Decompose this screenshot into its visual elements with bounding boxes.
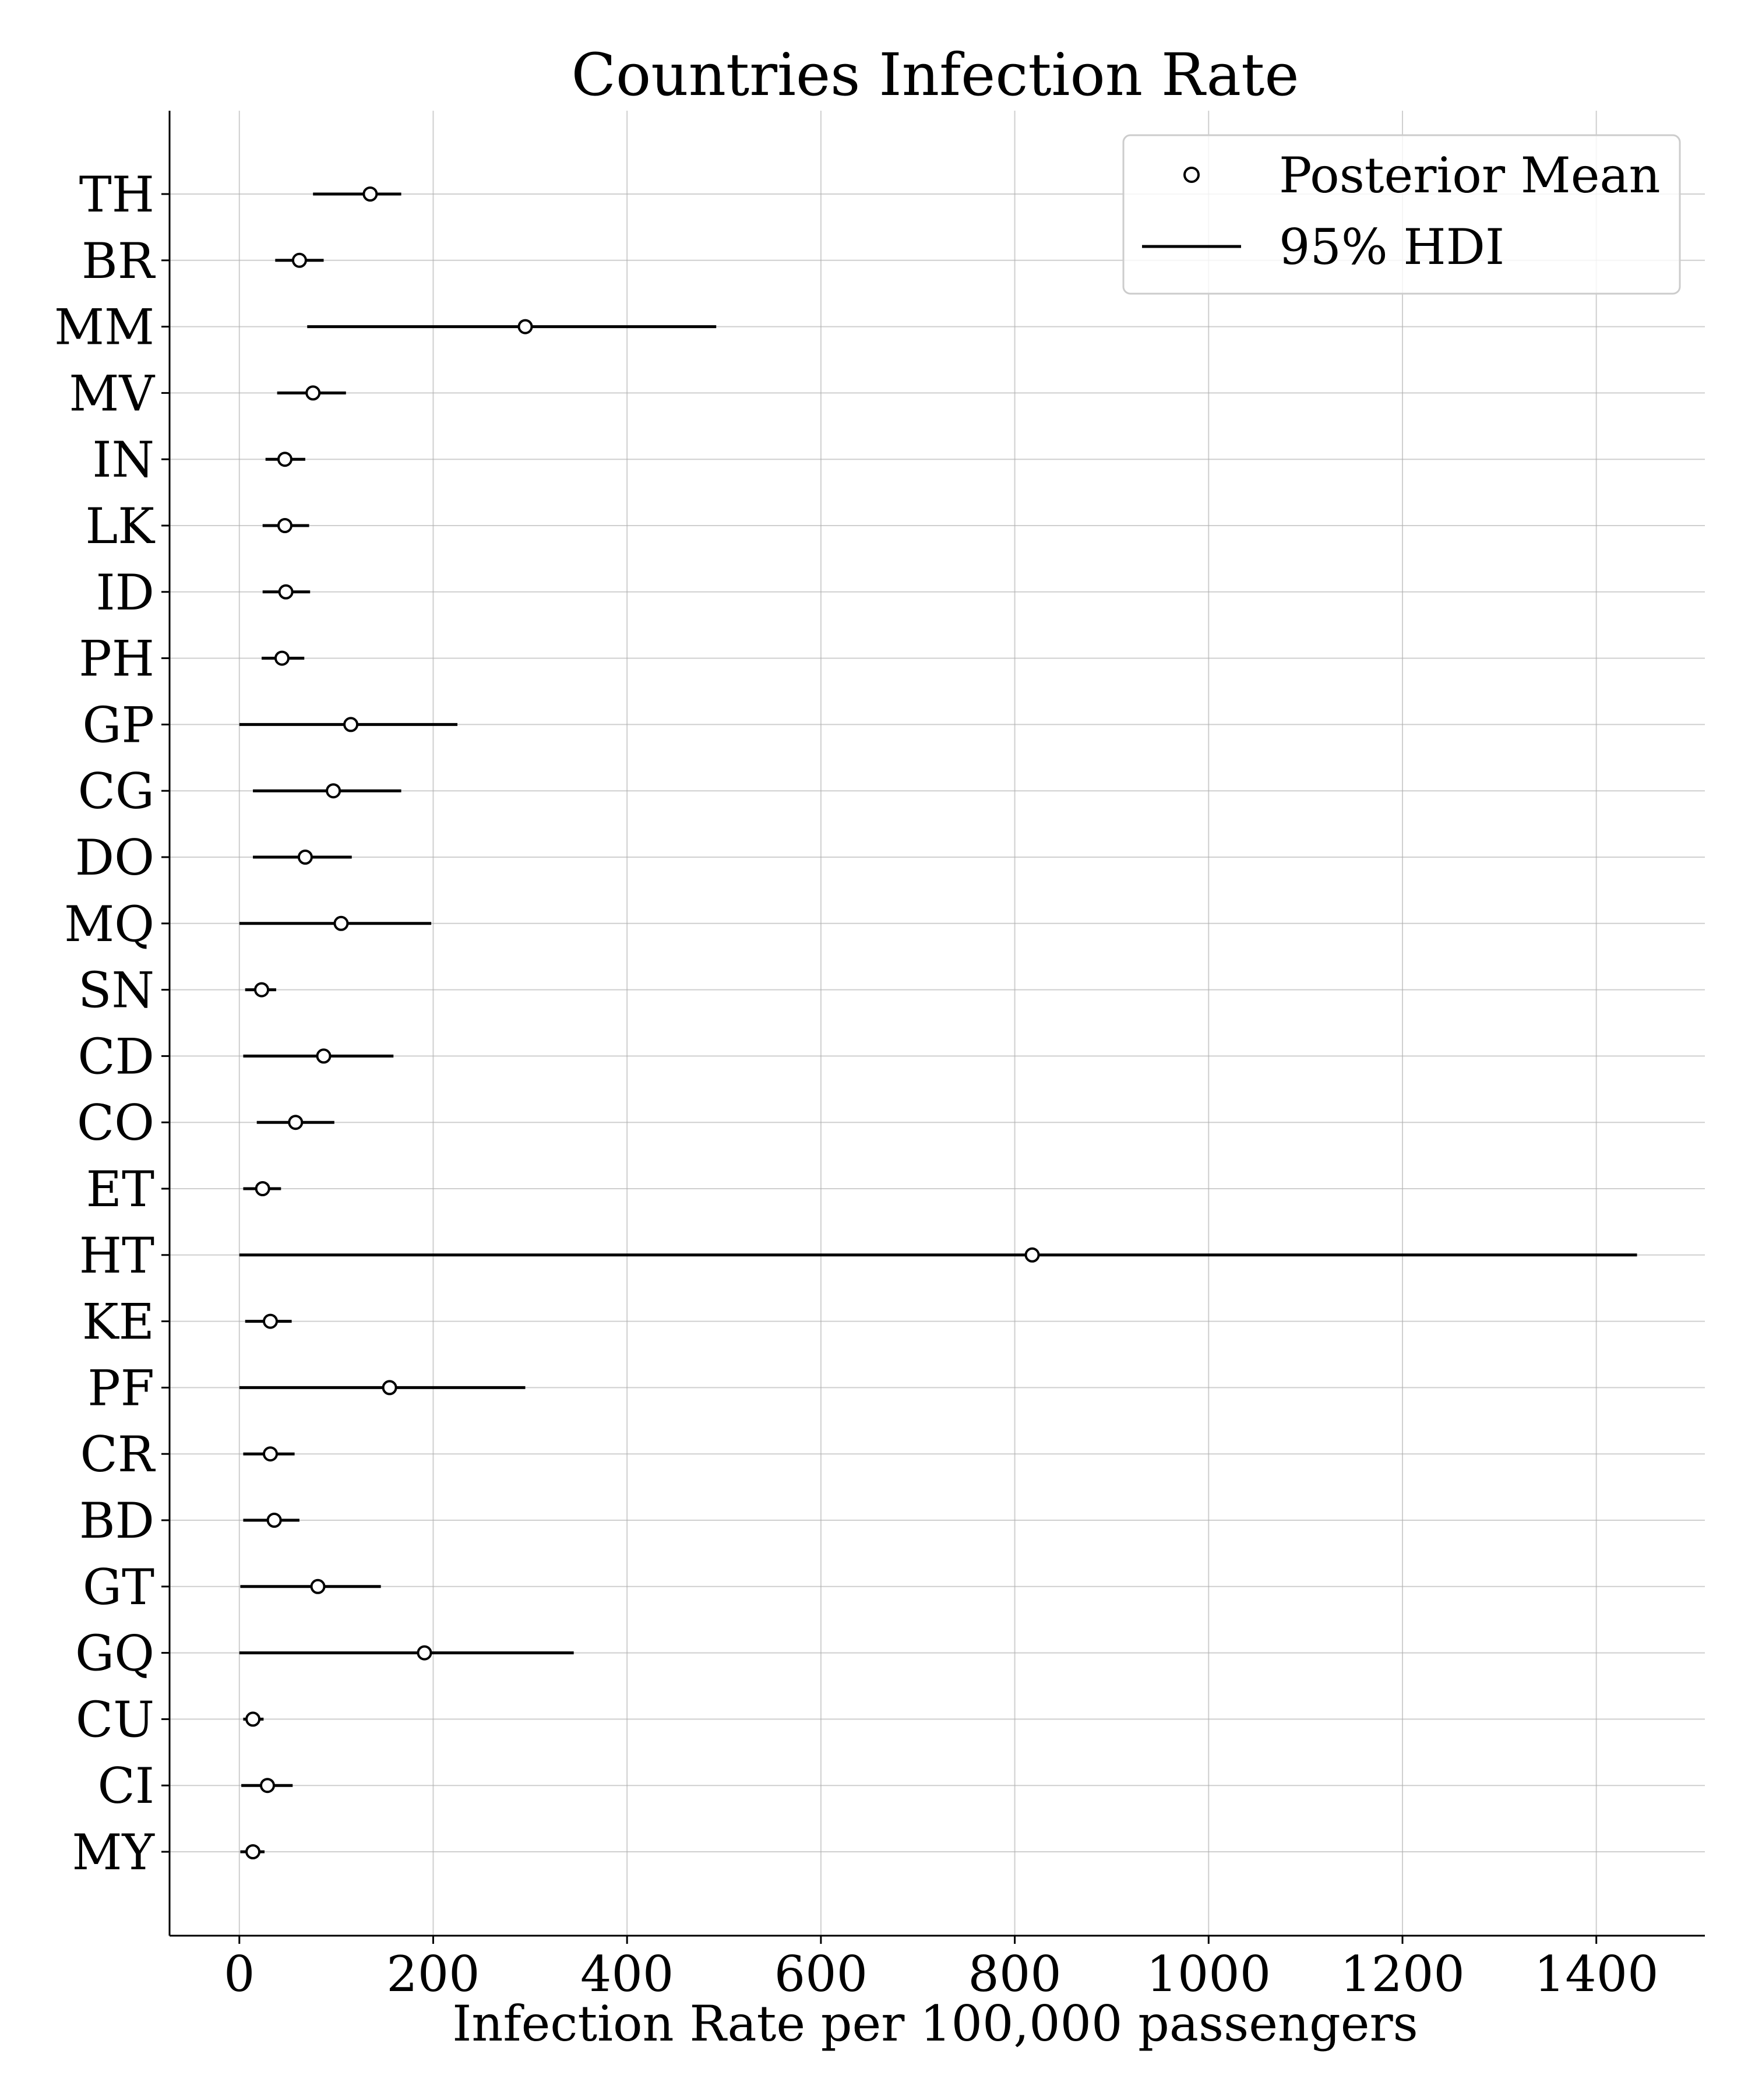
y-tick-label: DO bbox=[75, 829, 154, 886]
x-tick-label: 1200 bbox=[1340, 1946, 1465, 2003]
y-tick-label: GP bbox=[82, 696, 154, 753]
legend-frame bbox=[1122, 134, 1681, 295]
y-tick-label: GQ bbox=[75, 1625, 154, 1682]
mean-point-mm bbox=[517, 319, 533, 334]
y-tick-label: BD bbox=[79, 1492, 154, 1549]
y-tick-label: CD bbox=[77, 1028, 154, 1085]
legend-hdi-label: 95% HDI bbox=[1279, 219, 1504, 276]
mean-point-gt bbox=[310, 1578, 326, 1594]
x-tick-label: 400 bbox=[580, 1946, 674, 2003]
mean-point-bd bbox=[266, 1513, 282, 1528]
y-tick-label: ID bbox=[96, 564, 154, 621]
data-layer bbox=[239, 186, 1637, 1859]
x-tick-label: 1400 bbox=[1534, 1946, 1659, 2003]
mean-point-mv bbox=[305, 385, 321, 401]
mean-point-ph bbox=[274, 650, 290, 666]
y-tick-label: TH bbox=[79, 166, 154, 223]
mean-point-my bbox=[245, 1844, 261, 1859]
mean-point-ht bbox=[1024, 1247, 1040, 1263]
y-tick-label: KE bbox=[82, 1294, 154, 1351]
y-tick-label: MV bbox=[69, 365, 155, 422]
mean-point-id bbox=[278, 584, 294, 600]
y-tick-label: LK bbox=[85, 498, 156, 555]
mean-point-et bbox=[255, 1181, 270, 1196]
y-tick-label: HT bbox=[79, 1227, 154, 1284]
mean-point-in bbox=[277, 452, 292, 467]
chart-title: Countries Infection Rate bbox=[571, 41, 1299, 109]
x-tick-label: 1000 bbox=[1146, 1946, 1271, 2003]
mean-point-cr bbox=[263, 1446, 279, 1462]
mean-point-sn bbox=[254, 982, 270, 998]
mean-point-do bbox=[297, 850, 313, 865]
legend-mean-marker bbox=[1183, 167, 1200, 183]
y-tick-label: BR bbox=[82, 232, 156, 290]
y-tick-label: SN bbox=[78, 962, 154, 1019]
y-tick-label: PH bbox=[79, 630, 154, 688]
x-tick-label: 600 bbox=[774, 1946, 868, 2003]
y-tick-label: CU bbox=[76, 1691, 154, 1748]
y-tick-label: MY bbox=[72, 1824, 156, 1881]
mean-point-mq bbox=[333, 915, 349, 931]
legend-mean-label: Posterior Mean bbox=[1279, 147, 1661, 204]
y-tick-label: MM bbox=[54, 299, 154, 356]
y-tick-label: CI bbox=[98, 1757, 154, 1814]
y-tick-label: MQ bbox=[64, 896, 154, 953]
grid-layer bbox=[170, 111, 1705, 1936]
y-tick-label: ET bbox=[86, 1161, 154, 1218]
mean-point-cg bbox=[326, 783, 341, 799]
x-tick-label: 800 bbox=[968, 1946, 1061, 2003]
x-tick-label: 200 bbox=[386, 1946, 480, 2003]
x-tick-label: 0 bbox=[224, 1946, 255, 2003]
y-tick-label: IN bbox=[92, 431, 154, 488]
mean-point-ke bbox=[263, 1313, 279, 1329]
mean-point-pf bbox=[382, 1380, 397, 1396]
mean-point-cd bbox=[316, 1048, 332, 1064]
y-tick-label: CR bbox=[80, 1426, 156, 1483]
mean-point-br bbox=[291, 252, 307, 268]
legend: Posterior Mean 95% HDI bbox=[1122, 134, 1681, 295]
mean-point-lk bbox=[277, 518, 292, 533]
mean-point-ci bbox=[260, 1778, 276, 1794]
y-tick-label: PF bbox=[87, 1359, 154, 1417]
mean-point-gp bbox=[343, 717, 359, 732]
mean-point-gq bbox=[417, 1645, 432, 1661]
mean-point-cu bbox=[245, 1711, 261, 1727]
mean-point-co bbox=[288, 1115, 304, 1130]
y-tick-label: CO bbox=[77, 1094, 154, 1151]
y-tick-label: CG bbox=[78, 763, 154, 820]
axis-layer: 0 200 400 600 800 1000 1200 1400 TH BR MM MV IN LK ID P… bbox=[54, 111, 1705, 2003]
y-tick-label: GT bbox=[83, 1559, 154, 1616]
mean-point-th bbox=[362, 186, 378, 202]
x-axis-label: Infection Rate per 100,000 passengers bbox=[452, 1995, 1418, 2052]
